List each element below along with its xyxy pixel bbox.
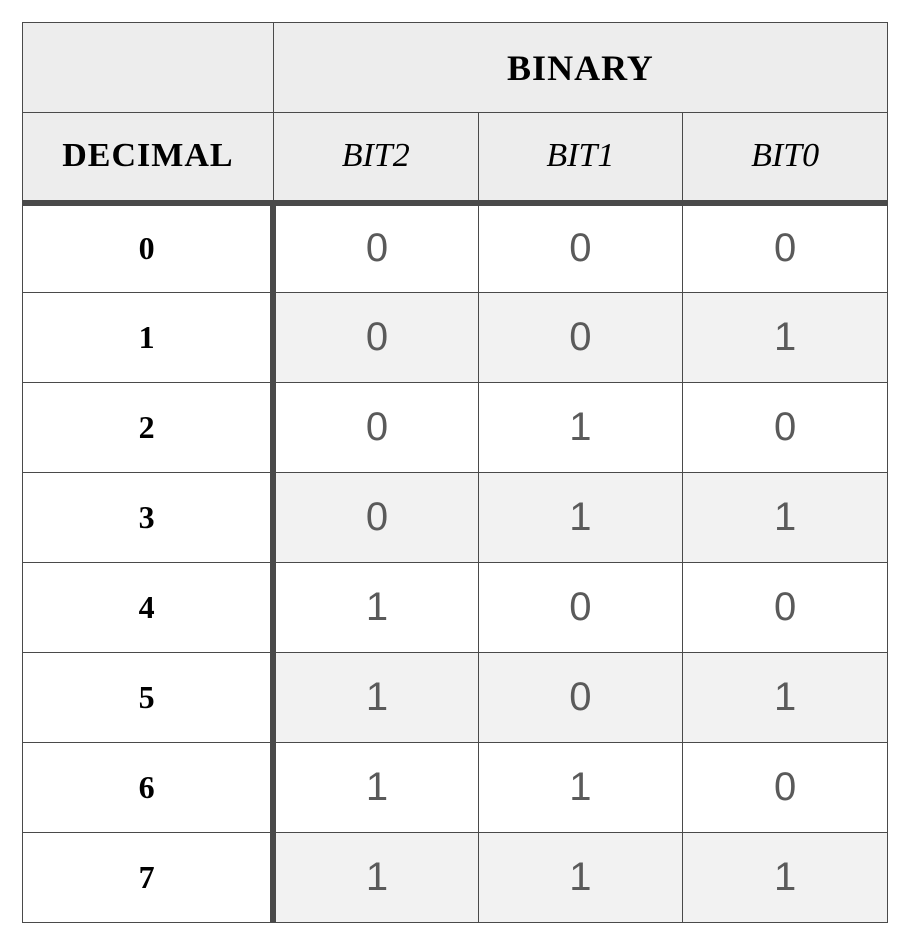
bit1-cell: 0 [478, 203, 683, 293]
decimal-cell: 4 [23, 563, 274, 653]
bit2-cell: 0 [273, 383, 478, 473]
header-blank [23, 23, 274, 113]
table-row: 7 1 1 1 [23, 833, 888, 923]
table-row: 4 1 0 0 [23, 563, 888, 653]
header-bit2: BIT2 [273, 113, 478, 203]
bit2-cell: 0 [273, 293, 478, 383]
bit2-cell: 1 [273, 833, 478, 923]
bit2-cell: 1 [273, 653, 478, 743]
decimal-cell: 3 [23, 473, 274, 563]
bit0-cell: 1 [683, 833, 888, 923]
table-row: 0 0 0 0 [23, 203, 888, 293]
decimal-cell: 5 [23, 653, 274, 743]
bit0-cell: 0 [683, 203, 888, 293]
bit1-cell: 0 [478, 293, 683, 383]
decimal-cell: 0 [23, 203, 274, 293]
decimal-cell: 7 [23, 833, 274, 923]
header-bit1: BIT1 [478, 113, 683, 203]
header-decimal-title: DECIMAL [23, 113, 274, 203]
table-row: 5 1 0 1 [23, 653, 888, 743]
bit2-cell: 0 [273, 473, 478, 563]
bit1-cell: 1 [478, 833, 683, 923]
header-binary-title: BINARY [273, 23, 887, 113]
decimal-cell: 1 [23, 293, 274, 383]
bit1-cell: 1 [478, 743, 683, 833]
bit0-cell: 0 [683, 743, 888, 833]
bit1-cell: 1 [478, 473, 683, 563]
table-row: 1 0 0 1 [23, 293, 888, 383]
table-row: 3 0 1 1 [23, 473, 888, 563]
bit0-cell: 1 [683, 653, 888, 743]
bit1-cell: 0 [478, 563, 683, 653]
table-row: 6 1 1 0 [23, 743, 888, 833]
decimal-binary-table: BINARY DECIMAL BIT2 BIT1 BIT0 0 0 0 0 1 … [22, 22, 888, 923]
bit0-cell: 1 [683, 473, 888, 563]
table-header-row-1: BINARY [23, 23, 888, 113]
table-row: 2 0 1 0 [23, 383, 888, 473]
bit0-cell: 0 [683, 383, 888, 473]
bit1-cell: 1 [478, 383, 683, 473]
header-bit0: BIT0 [683, 113, 888, 203]
bit2-cell: 1 [273, 743, 478, 833]
decimal-cell: 2 [23, 383, 274, 473]
bit1-cell: 0 [478, 653, 683, 743]
table-header-row-2: DECIMAL BIT2 BIT1 BIT0 [23, 113, 888, 203]
bit2-cell: 1 [273, 563, 478, 653]
bit2-cell: 0 [273, 203, 478, 293]
decimal-cell: 6 [23, 743, 274, 833]
bit0-cell: 1 [683, 293, 888, 383]
bit0-cell: 0 [683, 563, 888, 653]
